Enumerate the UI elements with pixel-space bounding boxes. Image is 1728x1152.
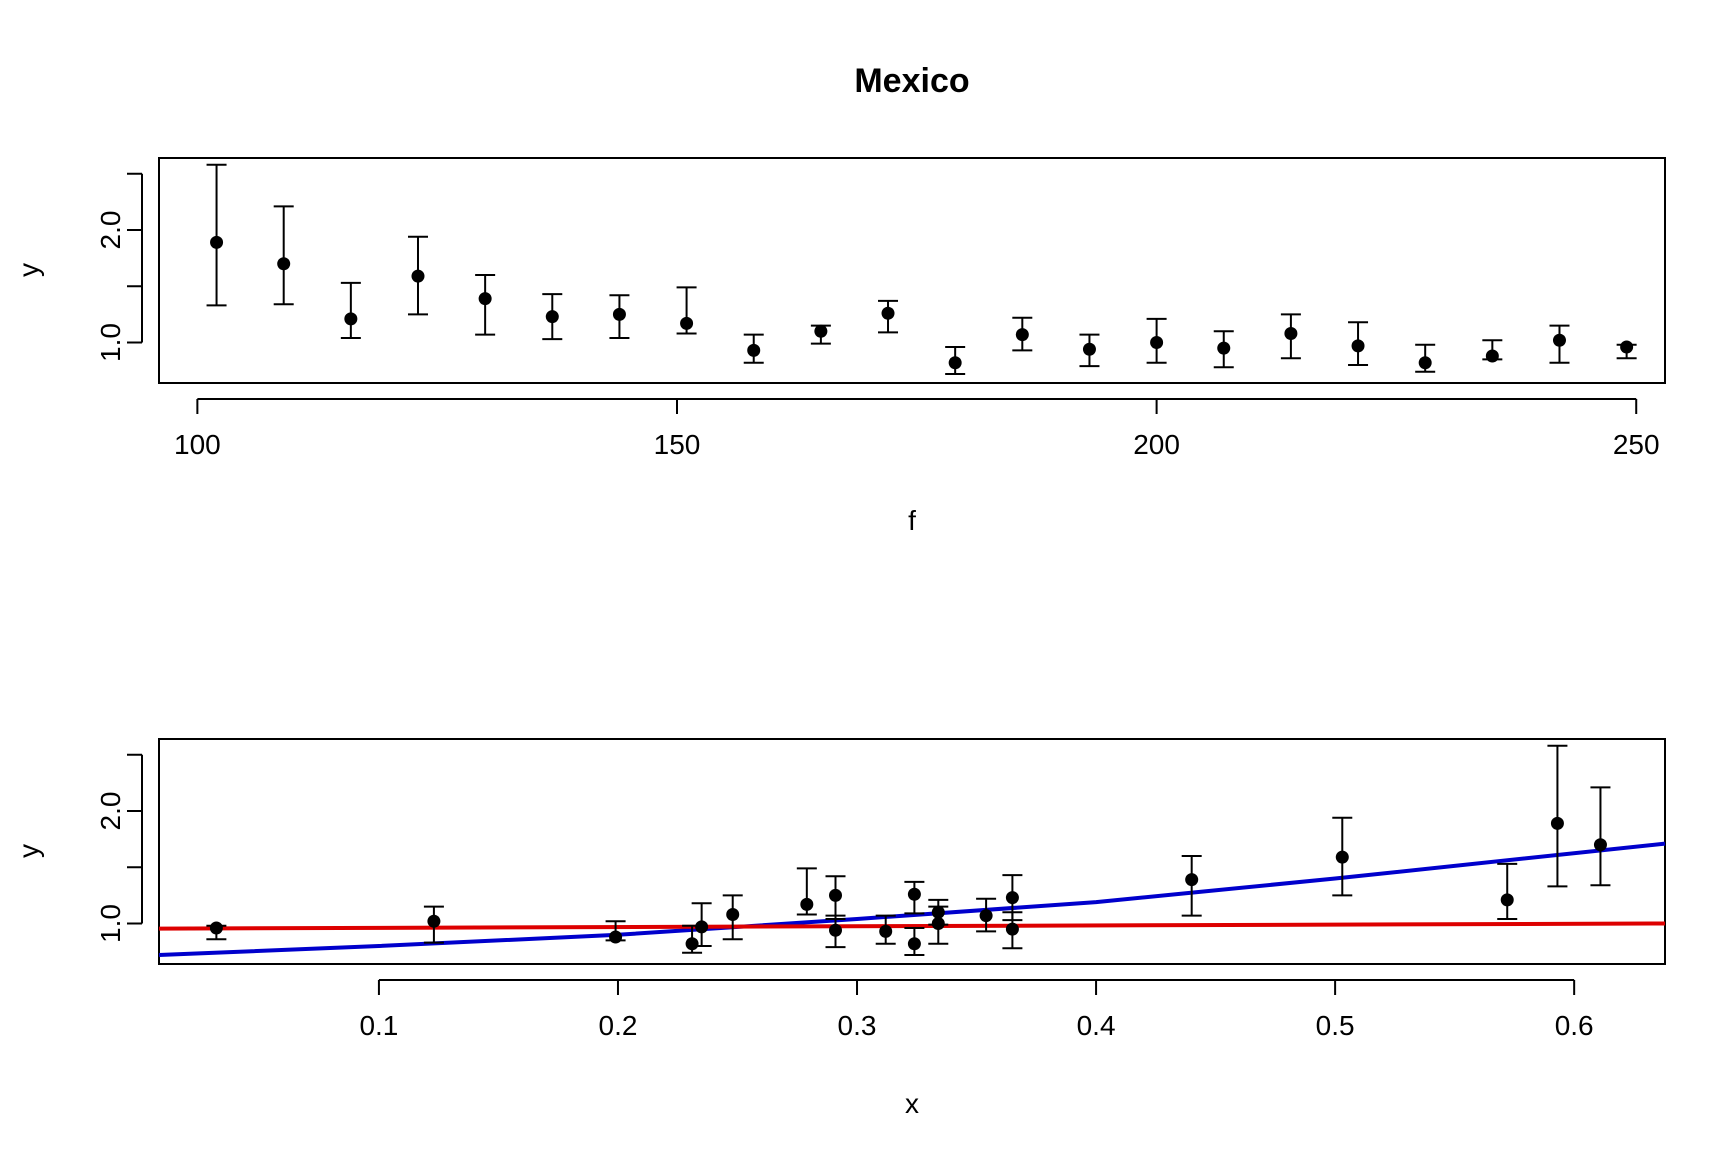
bottom-fit-lines: [158, 841, 1666, 957]
bottom-x-tick-label: 0.2: [599, 1010, 638, 1041]
bottom-x-tick-label: 0.3: [838, 1010, 877, 1041]
data-point: [609, 930, 623, 944]
data-point: [680, 316, 694, 330]
data-point: [1620, 340, 1634, 354]
bottom-plot-frame: [158, 738, 1666, 965]
bottom-y-tick-label: 1.0: [95, 904, 126, 943]
data-point: [427, 914, 441, 928]
data-point: [879, 924, 893, 938]
data-point: [695, 920, 709, 934]
bottom-panel: 0.1 0.2 0.3 0.4 0.5 0.6 1.0 2.0 x y: [13, 738, 1666, 1119]
data-point: [612, 307, 626, 321]
data-point: [1005, 891, 1019, 905]
data-point: [685, 937, 699, 951]
bottom-x-axis: 0.1 0.2 0.3 0.4 0.5 0.6: [359, 979, 1594, 1041]
data-point: [1335, 850, 1349, 864]
data-point: [747, 343, 761, 357]
data-point: [1418, 356, 1432, 370]
data-point: [1005, 922, 1019, 936]
top-plot-frame: [158, 157, 1666, 384]
data-point: [210, 235, 224, 249]
top-x-tick-label: 150: [654, 429, 701, 460]
top-y-axis: 1.0 2.0: [95, 172, 143, 362]
data-point: [829, 888, 843, 902]
data-point: [1485, 349, 1499, 363]
data-point: [800, 897, 814, 911]
top-y-axis-label: y: [13, 263, 44, 277]
bottom-y-tick-label: 2.0: [95, 792, 126, 831]
data-point: [1550, 816, 1564, 830]
top-error-bars: [206, 163, 1637, 375]
data-point: [1351, 339, 1365, 353]
data-point: [277, 257, 291, 271]
data-point: [829, 923, 843, 937]
data-point: [1552, 333, 1566, 347]
bottom-x-tick-label: 0.1: [359, 1010, 398, 1041]
data-point: [881, 306, 895, 320]
top-x-axis-label: f: [908, 505, 916, 536]
data-point: [1217, 341, 1231, 355]
data-point: [814, 324, 828, 338]
top-x-axis: 100 150 200 250: [174, 398, 1660, 460]
bottom-points: [209, 816, 1607, 951]
data-point: [1082, 342, 1096, 356]
data-point: [411, 269, 425, 283]
top-points: [210, 235, 1634, 370]
figure-title: Mexico: [854, 62, 969, 100]
data-point: [907, 937, 921, 951]
top-x-tick-label: 250: [1613, 429, 1660, 460]
data-point: [1593, 838, 1607, 852]
bottom-x-tick-label: 0.4: [1077, 1010, 1116, 1041]
data-point: [1284, 327, 1298, 340]
data-point: [1500, 893, 1514, 907]
red-fit-line: [158, 921, 1666, 931]
data-point: [1185, 873, 1199, 887]
data-point: [931, 917, 945, 930]
data-point: [979, 909, 993, 923]
data-point: [209, 921, 223, 935]
data-point: [478, 292, 492, 306]
bottom-y-axis-label: y: [13, 844, 44, 858]
data-point: [948, 356, 962, 370]
blue-fit-line: [158, 841, 1666, 957]
data-point: [907, 887, 921, 901]
data-point: [931, 905, 945, 919]
bottom-x-axis-label: x: [905, 1088, 919, 1119]
top-x-tick-label: 100: [174, 429, 221, 460]
top-x-tick-label: 200: [1133, 429, 1180, 460]
bottom-x-tick-label: 0.6: [1555, 1010, 1594, 1041]
data-point: [726, 908, 740, 921]
data-point: [545, 310, 559, 324]
top-y-tick-label: 2.0: [95, 211, 126, 250]
data-point: [344, 312, 358, 326]
top-y-tick-label: 1.0: [95, 323, 126, 362]
bottom-x-tick-label: 0.5: [1316, 1010, 1355, 1041]
data-point: [1150, 336, 1164, 349]
top-panel: 100 150 200 250 1.0 2.0 f y: [13, 157, 1666, 536]
data-point: [1015, 328, 1029, 342]
bottom-y-axis: 1.0 2.0: [95, 753, 143, 943]
